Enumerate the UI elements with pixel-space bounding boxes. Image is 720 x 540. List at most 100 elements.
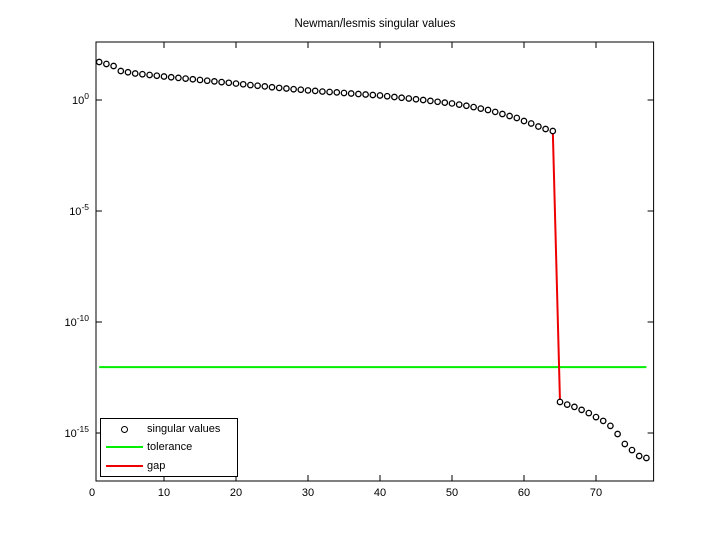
singular-value-marker [448, 100, 456, 107]
singular-value-marker [599, 417, 607, 425]
legend-label: gap [147, 459, 166, 472]
legend-item-singular-values: singular values [101, 422, 237, 437]
singular-value-marker [347, 90, 355, 97]
singular-value-marker [333, 89, 341, 96]
singular-value-marker [283, 85, 290, 92]
x-tick-label: 60 [518, 487, 530, 499]
singular-value-marker [182, 75, 189, 82]
singular-value-marker [203, 77, 211, 85]
singular-value-marker [146, 71, 153, 79]
legend-label: singular values [147, 423, 221, 436]
singular-value-marker [391, 93, 398, 101]
y-axis: 100 10-5 10-10 10-15 [64, 91, 654, 440]
singular-value-marker [643, 454, 650, 462]
singular-value-marker [628, 446, 636, 454]
x-tick-label: 50 [446, 487, 458, 499]
singular-value-marker [189, 75, 197, 83]
singular-value-marker [542, 125, 549, 133]
singular-value-marker [506, 112, 513, 120]
singular-value-marker [95, 58, 103, 66]
x-tick-label: 40 [374, 487, 386, 499]
gap-line-icon [105, 464, 143, 467]
x-tick-label: 30 [302, 487, 314, 499]
legend-sample [101, 464, 147, 467]
singular-value-marker [513, 114, 521, 122]
singular-value-marker [196, 76, 204, 84]
plot-box [95, 41, 655, 482]
singular-value-marker [484, 106, 492, 114]
singular-value-marker [254, 82, 261, 90]
singular-value-marker [124, 68, 132, 76]
singular-value-marker [434, 98, 441, 106]
singular-value-marker [131, 70, 139, 77]
singular-value-marker [218, 78, 225, 86]
singular-value-marker [275, 84, 283, 92]
singular-value-marker [477, 105, 485, 112]
singular-value-marker [239, 80, 247, 88]
x-tick-label: 10 [158, 487, 170, 499]
singular-value-marker [614, 430, 621, 438]
singular-value-marker [110, 62, 117, 70]
singular-value-marker [297, 86, 305, 94]
singular-value-marker [175, 74, 182, 82]
singular-value-marker [369, 91, 377, 99]
singular-value-marker [117, 67, 125, 75]
legend: singular values tolerance gap [100, 418, 238, 477]
legend-item-gap: gap [101, 458, 237, 473]
singular-value-marker [412, 95, 420, 103]
singular-value-marker [491, 108, 499, 116]
y-tick-label: 10-10 [64, 313, 89, 329]
singular-value-marker [441, 99, 449, 106]
singular-value-marker [535, 123, 542, 130]
singular-value-marker [326, 88, 333, 96]
singular-value-marker [153, 72, 161, 80]
singular-value-marker [635, 452, 643, 460]
x-tick-label: 70 [590, 487, 602, 499]
singular-value-marker [376, 92, 384, 99]
singular-value-marker [585, 409, 593, 417]
singular-value-marker [103, 60, 110, 68]
singular-value-marker [527, 120, 535, 127]
singular-value-marker [247, 81, 254, 89]
singular-value-marker [268, 83, 276, 91]
legend-sample [101, 446, 147, 449]
singular-value-marker [362, 91, 369, 98]
singular-value-marker [520, 117, 528, 125]
singular-value-marker [592, 413, 600, 421]
legend-sample [101, 425, 147, 433]
singular-value-marker [499, 110, 506, 118]
singular-value-marker [355, 90, 362, 98]
singular-value-marker [232, 80, 240, 87]
singular-value-marker [340, 89, 348, 97]
x-tick-label: 20 [230, 487, 242, 499]
singular-value-marker [383, 92, 391, 100]
singular-value-marker [463, 102, 470, 110]
singular-value-marker [160, 73, 168, 80]
x-tick-label: 0 [89, 487, 95, 499]
singular-value-marker [571, 403, 578, 411]
singular-value-marker [470, 103, 477, 111]
singular-value-marker [398, 94, 405, 102]
y-tick-label: 100 [72, 91, 89, 107]
x-axis: 0 10 20 30 40 50 60 70 [89, 42, 602, 499]
gap-line [551, 131, 561, 402]
singular-value-marker [319, 88, 326, 95]
y-tick-label: 10-15 [64, 424, 89, 440]
singular-value-marker [563, 401, 571, 408]
singular-value-marker [455, 101, 463, 108]
singular-value-marker [139, 70, 146, 78]
singular-value-marker [578, 406, 585, 414]
singular-value-marker [211, 78, 218, 85]
legend-label: tolerance [147, 441, 193, 454]
singular-value-marker [261, 83, 269, 90]
legend-item-tolerance: tolerance [101, 440, 237, 455]
singular-value-marker [167, 73, 175, 81]
tolerance-line-icon [105, 446, 143, 449]
singular-value-marker [311, 87, 319, 95]
singular-value-marker [427, 97, 434, 105]
singular-value-marker [607, 422, 614, 430]
circle-marker-icon [120, 425, 128, 433]
singular-value-marker [549, 127, 557, 135]
